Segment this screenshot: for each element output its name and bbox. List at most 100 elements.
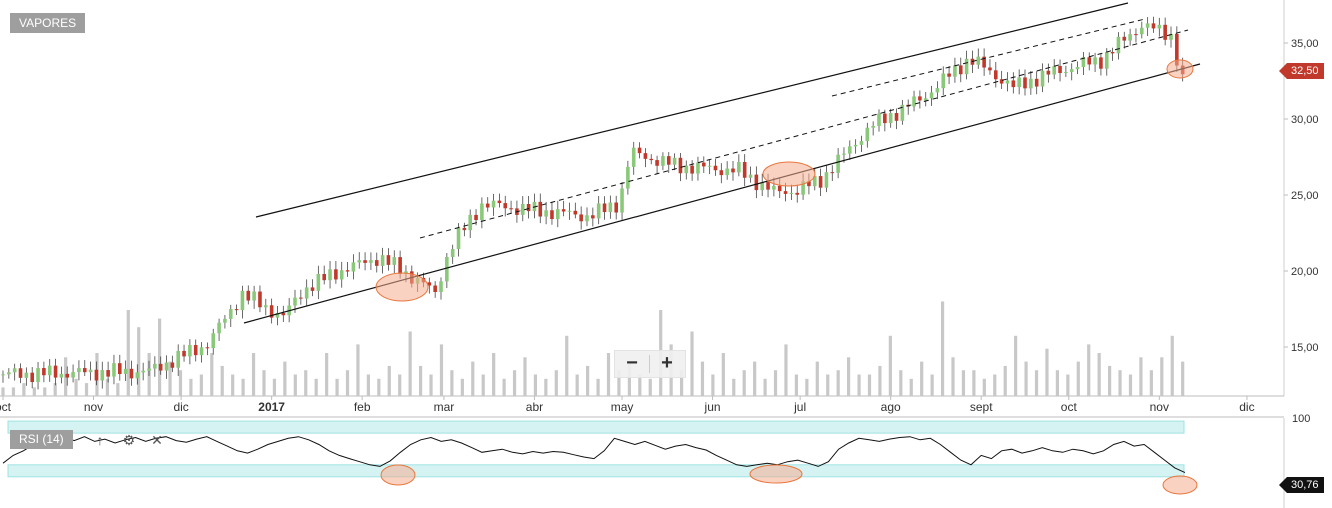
volume-bar <box>1118 370 1122 396</box>
candle-up <box>1075 67 1080 70</box>
volume-bar <box>157 318 162 396</box>
candle-up <box>737 162 741 173</box>
candle-up <box>935 88 940 93</box>
candle-up <box>468 214 472 231</box>
candle-up <box>900 104 905 121</box>
candle-up <box>1 374 5 376</box>
time-tick-label: 2017 <box>258 400 285 414</box>
volume-bar <box>679 370 684 396</box>
candle-down <box>497 200 502 204</box>
volume-bar <box>1024 361 1028 396</box>
candle-up <box>1145 23 1150 28</box>
candle-up <box>1157 24 1162 29</box>
candle-down <box>462 227 467 231</box>
volume-bar <box>84 383 89 396</box>
candle-down <box>795 192 800 195</box>
candle-up <box>836 154 840 173</box>
candle-down <box>53 365 58 378</box>
candle-up <box>24 372 29 378</box>
candle-up <box>445 256 449 282</box>
symbol-label[interactable]: VAPORES <box>10 13 86 33</box>
candle-up <box>1069 69 1074 72</box>
volume-bar <box>1170 335 1174 396</box>
candle-down <box>398 257 402 274</box>
candle-down <box>118 363 122 375</box>
volume-bar <box>867 374 872 396</box>
candle-up <box>1052 66 1056 75</box>
price-tick-label: 35,00 <box>1291 38 1319 50</box>
candle-down <box>655 160 659 166</box>
candle-down <box>777 185 782 192</box>
zoom-out-button[interactable]: − <box>626 352 638 374</box>
gear-icon[interactable]: ⚙ <box>122 432 136 448</box>
rsi-line <box>2 436 1186 474</box>
candle-up <box>147 368 151 371</box>
volume-bar <box>429 374 433 396</box>
candle-down <box>182 350 186 357</box>
candle-up <box>339 270 344 280</box>
candle-down <box>614 202 618 213</box>
volume-bar <box>606 353 611 396</box>
volume-bar <box>920 361 924 396</box>
rsi-indicator-label[interactable]: RSI (14) <box>10 430 73 449</box>
volume-bar <box>408 331 412 396</box>
candle-up <box>888 113 893 124</box>
candle-down <box>269 305 274 318</box>
candle-down <box>281 313 286 316</box>
candle-up <box>1093 57 1097 65</box>
volume-bar <box>690 331 694 396</box>
candle-down <box>65 373 70 378</box>
volume-bar <box>930 374 934 396</box>
candle-up <box>812 176 817 187</box>
candle-down <box>550 210 554 220</box>
candle-up <box>1040 70 1045 87</box>
candle-up <box>848 146 852 154</box>
candle-up <box>351 262 356 272</box>
move-up-icon[interactable]: ↑ <box>96 432 104 448</box>
candle-down <box>1099 57 1103 69</box>
candle-up <box>748 174 753 178</box>
candle-up <box>1064 71 1068 74</box>
candle-up <box>12 368 17 373</box>
volume-bar <box>961 370 966 396</box>
volume-bar <box>1045 348 1049 396</box>
candle-down <box>947 73 951 77</box>
candle-down <box>299 297 303 299</box>
candle-up <box>491 200 496 208</box>
volume-bar <box>617 370 621 396</box>
candle-up <box>264 305 268 308</box>
time-tick-label: dic <box>173 400 188 414</box>
volume-bar <box>826 374 830 396</box>
volume-bar <box>596 378 600 396</box>
candle-down <box>1151 23 1156 29</box>
candle-down <box>994 70 998 80</box>
zoom-in-button[interactable]: + <box>661 352 673 374</box>
close-icon[interactable]: ✕ <box>151 432 163 448</box>
volume-bar <box>586 365 590 396</box>
volume-bar <box>648 378 652 396</box>
volume-bar <box>1055 370 1060 396</box>
candle-down <box>374 260 379 266</box>
volume-bar <box>951 357 955 396</box>
rsi-highlight-ellipse <box>1162 475 1198 495</box>
candle-up <box>1140 27 1144 35</box>
candle-up <box>532 201 537 212</box>
candle-down <box>94 369 99 381</box>
candle-down <box>538 201 543 217</box>
candle-up <box>135 372 140 379</box>
dashed-mid-line <box>419 29 1189 239</box>
candle-up <box>608 202 613 213</box>
volume-bar <box>700 361 705 396</box>
time-tick-label: oct <box>0 400 12 414</box>
candle-up <box>71 372 75 378</box>
candle-down <box>754 174 759 191</box>
candle-down <box>1087 57 1092 65</box>
candle-down <box>702 162 706 167</box>
candle-up <box>520 204 525 215</box>
volume-bar <box>940 301 945 396</box>
candle-up <box>357 260 362 263</box>
touch-highlight-ellipse <box>762 161 816 187</box>
volume-bar <box>450 370 454 396</box>
candle-down <box>561 209 566 212</box>
